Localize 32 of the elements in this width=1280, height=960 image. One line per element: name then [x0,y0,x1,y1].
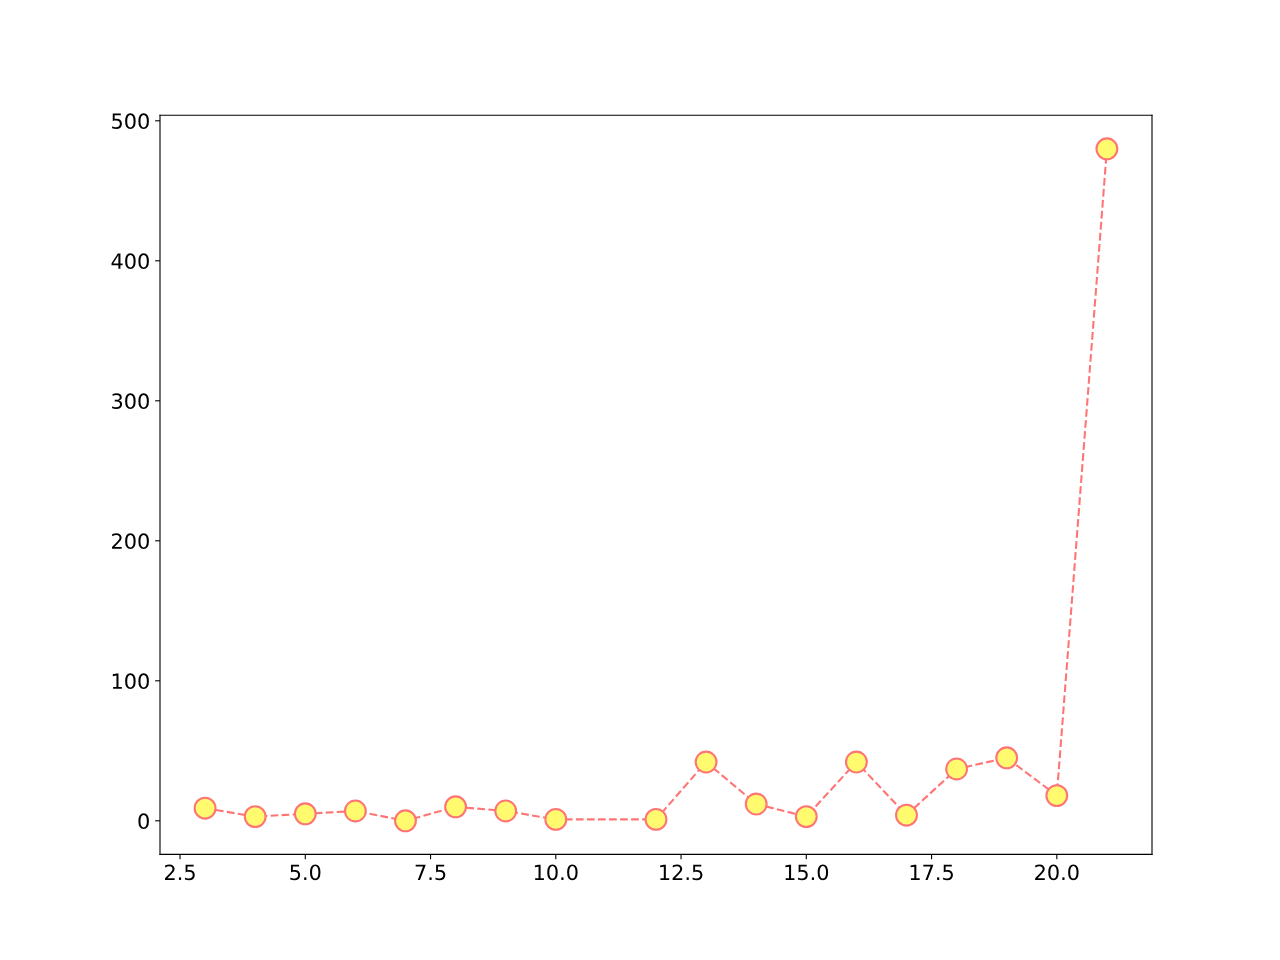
point [293,802,317,826]
point [1045,784,1069,808]
point [1095,137,1119,161]
x-tick-label: 2.5 [165,864,195,881]
x-tick-label: 20.0 [1035,864,1079,881]
point [193,796,217,820]
point [343,799,367,823]
point [243,805,267,829]
y-tick-label: 0 [138,813,149,830]
point [694,750,718,774]
point [444,795,468,819]
x-tick-label: 5.0 [290,864,321,881]
x-tick-label: 7.5 [415,864,446,881]
y-tick-label: 300 [112,393,149,410]
point [544,807,568,831]
y-tick-label: 500 [112,113,149,130]
point [794,805,818,829]
point [895,803,918,827]
point [744,792,768,816]
point [945,757,969,781]
point [494,799,518,823]
y-tick-label: 200 [112,533,149,550]
y-tick-label: 400 [111,253,149,270]
point [995,746,1019,770]
x-tick-label: 12.5 [660,864,703,881]
point [394,809,417,833]
x-tick-label: 15.0 [785,864,829,881]
point [644,807,668,831]
x-tick-label: 10.0 [534,864,578,881]
x-tick-label: 17.5 [910,864,953,881]
point [844,750,868,774]
y-tick-label: 100 [112,673,149,690]
